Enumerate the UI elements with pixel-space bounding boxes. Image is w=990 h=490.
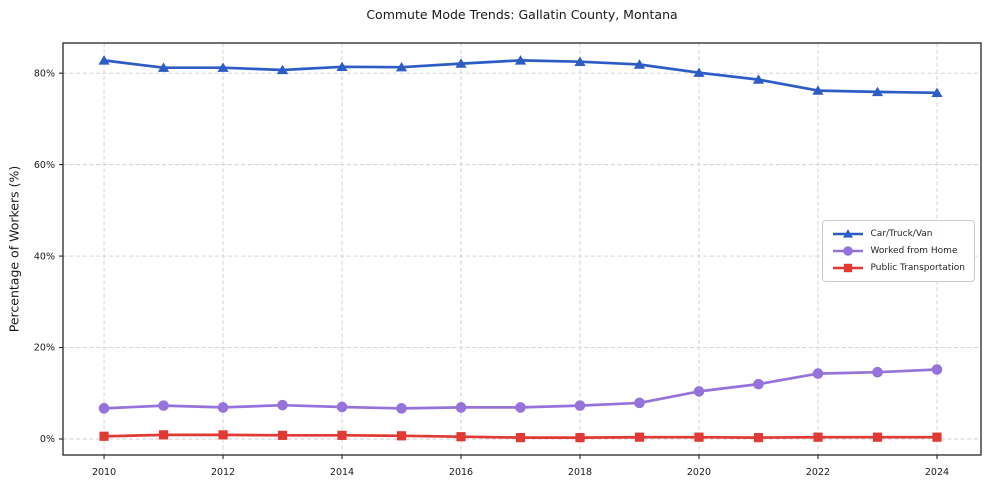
data-point-triangle xyxy=(574,56,586,66)
x-tick-label: 2010 xyxy=(92,467,116,478)
data-point-circle xyxy=(634,397,645,409)
data-point-circle xyxy=(753,378,764,390)
data-point-square xyxy=(158,430,169,440)
data-point-triangle xyxy=(395,62,408,72)
data-point-triangle xyxy=(812,85,824,95)
data-point-triangle xyxy=(157,62,170,72)
chart-title: Commute Mode Trends: Gallatin County, Mo… xyxy=(366,7,678,22)
legend-item: Car/Truck/Van xyxy=(832,228,965,240)
data-point-square xyxy=(872,432,883,442)
y-tick-label: 60% xyxy=(34,160,55,171)
y-tick-label: 80% xyxy=(34,68,55,79)
data-point-triangle xyxy=(931,87,943,98)
data-point-triangle xyxy=(752,74,765,84)
data-point-circle xyxy=(217,402,229,413)
data-point-circle xyxy=(158,400,169,411)
data-point-square xyxy=(456,432,466,442)
data-point-square xyxy=(218,430,228,440)
data-point-square xyxy=(277,430,288,440)
data-point-triangle xyxy=(871,86,884,97)
data-point-circle xyxy=(336,401,348,413)
data-point-circle xyxy=(812,368,824,379)
data-point-square xyxy=(515,433,526,443)
data-point-triangle xyxy=(455,58,467,68)
x-tick-label: 2022 xyxy=(806,467,830,478)
legend-item-label: Car/Truck/Van xyxy=(870,229,933,239)
data-point-triangle xyxy=(514,55,527,65)
series-line-triangle xyxy=(102,59,939,95)
data-point-square xyxy=(575,433,585,443)
data-point-circle xyxy=(277,399,288,411)
data-point-circle xyxy=(98,403,110,414)
data-point-square xyxy=(396,431,407,441)
legend-item-label: Public Transportation xyxy=(870,263,965,273)
data-point-triangle xyxy=(336,61,348,71)
data-point-square xyxy=(932,432,942,442)
data-point-square xyxy=(634,432,645,442)
x-tick-label: 2012 xyxy=(211,467,235,478)
data-point-square xyxy=(753,433,764,443)
x-tick-label: 2016 xyxy=(449,467,473,478)
y-tick-label: 20% xyxy=(34,343,55,354)
data-point-circle xyxy=(574,400,586,411)
data-point-circle xyxy=(872,366,883,378)
legend-item: Worked from Home xyxy=(832,245,965,257)
data-point-circle xyxy=(693,386,705,397)
plot-border xyxy=(62,42,982,456)
x-tick-label: 2020 xyxy=(687,467,711,478)
data-point-square xyxy=(337,430,347,440)
legend-marker-triangle-icon xyxy=(832,229,863,238)
legend-item: Public Transportation xyxy=(832,262,965,274)
data-point-triangle xyxy=(693,67,705,77)
data-point-triangle xyxy=(217,62,229,72)
y-tick-label: 0% xyxy=(40,434,55,445)
data-point-circle xyxy=(455,402,467,413)
data-point-triangle xyxy=(633,59,646,69)
legend-item-label: Worked from Home xyxy=(870,246,958,256)
data-point-circle xyxy=(515,402,526,413)
data-point-circle xyxy=(396,403,407,414)
legend: Car/Truck/Van Worked from Home Public Tran… xyxy=(821,220,975,282)
x-tick-label: 2014 xyxy=(330,467,354,478)
x-tick-label: 2024 xyxy=(925,467,949,478)
data-point-square xyxy=(99,431,109,441)
data-point-square xyxy=(694,432,704,442)
legend-marker-circle-icon xyxy=(832,246,863,256)
data-point-circle xyxy=(931,364,943,375)
y-tick-label: 40% xyxy=(34,251,55,262)
data-point-triangle xyxy=(98,55,110,65)
x-tick-label: 2018 xyxy=(568,467,592,478)
legend-marker-square-icon xyxy=(832,263,863,273)
data-point-square xyxy=(813,432,823,442)
data-point-triangle xyxy=(276,64,289,75)
